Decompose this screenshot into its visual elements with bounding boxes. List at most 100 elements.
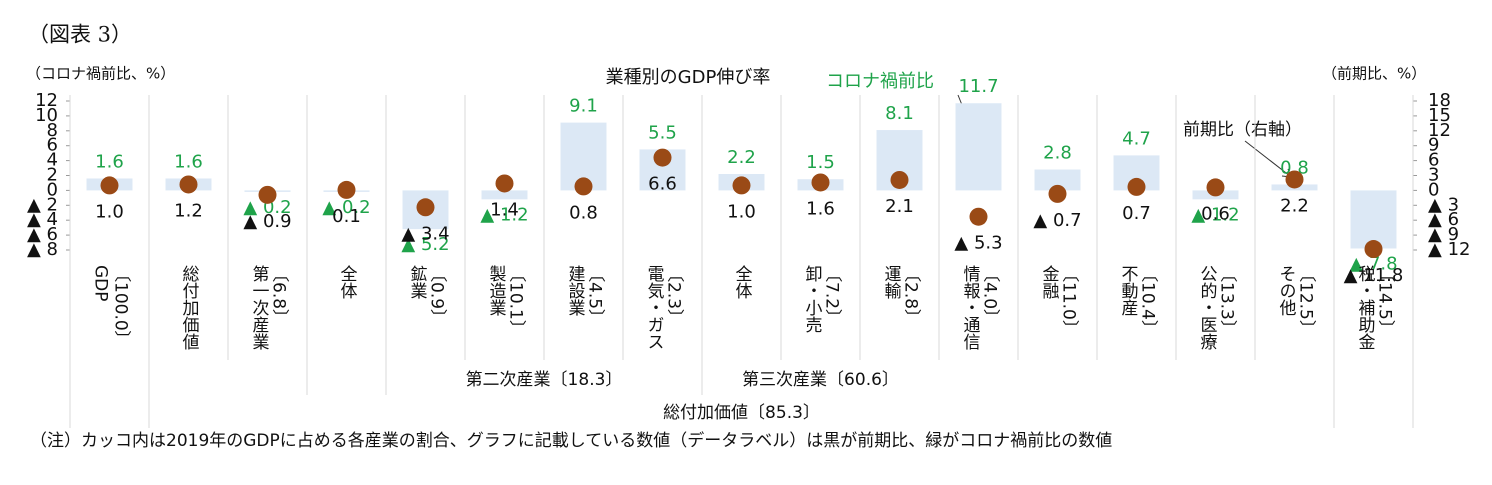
data-label: ▲ 0.2 <box>243 197 291 218</box>
dot <box>1048 184 1067 203</box>
x-tick-label: 税・補助金 <box>1355 265 1376 350</box>
dot <box>1127 177 1146 196</box>
dot <box>1285 170 1304 189</box>
x-tick-share: 〔0.9〕 <box>427 265 448 326</box>
group-label: 第三次産業〔60.6〕 <box>742 370 899 390</box>
x-tick-label: 情報・通信 <box>960 265 981 350</box>
x-tick-label: 総付加価値 <box>179 265 200 350</box>
y2-tick-label: 9 <box>1428 135 1439 156</box>
group-label: 総付加価値〔85.3〕 <box>663 403 820 423</box>
x-tick-share: 〔2.3〕 <box>664 265 685 326</box>
x-tick-share: 〔6.8〕 <box>269 265 290 326</box>
dot <box>258 185 277 204</box>
y-tick-label: ▲ 8 <box>27 239 58 260</box>
x-tick-label: 全体 <box>337 265 358 299</box>
data-label: 11.7 <box>958 76 998 97</box>
y-tick-label: 2 <box>47 165 58 186</box>
y2-tick-label: 0 <box>1428 179 1439 200</box>
data-label: 0.8 <box>1280 157 1309 178</box>
x-tick-share: 〔2.8〕 <box>901 265 922 326</box>
y-tick-label: ▲ 6 <box>27 224 58 245</box>
y-tick-label: 8 <box>47 120 58 141</box>
y2-tick-label: 15 <box>1428 105 1451 126</box>
y2-tick-label: ▲ 6 <box>1428 209 1459 230</box>
dot <box>811 173 830 192</box>
y2-tick-label: ▲ 9 <box>1428 224 1459 245</box>
x-tick-label: 公的・医療 <box>1197 265 1218 350</box>
x-tick-label: 電気・ガス <box>644 265 665 350</box>
x-tick-share: 〔14.5〕 <box>1375 265 1396 337</box>
dot <box>495 174 514 193</box>
data-label: 1.2 <box>174 200 203 221</box>
y2-tick-label: 6 <box>1428 150 1439 171</box>
bar <box>1034 169 1081 191</box>
data-label: ▲ 1.2 <box>1191 204 1239 225</box>
dot <box>100 176 119 195</box>
group-label: 第二次産業〔18.3〕 <box>466 370 623 390</box>
y-tick-label: 10 <box>35 105 58 126</box>
annotation-arrow <box>1244 140 1291 177</box>
x-tick-label: 建設業 <box>565 265 586 316</box>
data-label: ▲ 5.3 <box>954 233 1002 254</box>
data-label: ▲ 7.8 <box>1349 254 1397 275</box>
y-axis-label: （コロナ禍前比、%） <box>26 65 175 83</box>
x-tick-share: 〔12.5〕 <box>1296 265 1317 337</box>
y2-tick-label: 18 <box>1428 90 1451 111</box>
data-label: 5.5 <box>648 122 677 143</box>
x-tick-share: 〔7.2〕 <box>822 265 843 326</box>
x-tick-label: 金融 <box>1039 265 1060 300</box>
dot <box>1206 178 1225 197</box>
dot <box>732 176 751 195</box>
x-tick-label: その他 <box>1276 265 1297 316</box>
x-tick-share: 〔10.1〕 <box>506 265 527 337</box>
bar <box>481 190 528 200</box>
data-label: ▲ 0.2 <box>322 197 370 218</box>
dot <box>653 148 672 167</box>
y-tick-label: 4 <box>47 150 58 171</box>
x-tick-label: 鉱業 <box>407 265 428 299</box>
data-label: 0.1 <box>332 206 361 227</box>
data-label: 0.7 <box>1122 203 1151 224</box>
x-tick-share: 〔13.3〕 <box>1217 265 1238 337</box>
data-label: 1.4 <box>490 199 519 220</box>
data-label: 1.0 <box>727 201 756 222</box>
data-label: 2.2 <box>1280 195 1309 216</box>
y-tick-label: ▲ 2 <box>27 194 58 215</box>
y2-tick-label: ▲ 12 <box>1428 239 1470 260</box>
x-tick-label: 運輸 <box>881 265 902 300</box>
bar <box>1350 190 1397 249</box>
data-label: 1.6 <box>174 151 203 172</box>
data-label: ▲ 0.7 <box>1033 210 1081 231</box>
data-label: 2.1 <box>885 196 914 217</box>
data-label: 0.8 <box>569 202 598 223</box>
data-label: ▲ 3.4 <box>401 223 449 244</box>
data-label: 0.6 <box>1201 203 1230 224</box>
data-label: 2.8 <box>1043 143 1072 164</box>
data-label: ▲ 1.2 <box>480 204 528 225</box>
y-tick-label: 0 <box>47 179 58 200</box>
x-tick-label: GDP <box>91 265 111 302</box>
x-tick-share: 〔100.0〕 <box>111 265 132 348</box>
y-tick-label: 12 <box>35 90 58 111</box>
figure-label: （図表 3） <box>28 23 132 47</box>
dot <box>890 170 909 189</box>
y-tick-label: 6 <box>47 135 58 156</box>
data-label: ▲ 11.8 <box>1344 265 1404 286</box>
data-label: 8.1 <box>885 103 914 124</box>
data-label: 4.7 <box>1122 128 1151 149</box>
x-tick-label: 第一次産業 <box>249 265 270 350</box>
x-tick-label: 製造業 <box>486 265 507 316</box>
dot <box>337 180 356 199</box>
x-tick-share: 〔4.5〕 <box>585 265 606 326</box>
dot <box>179 175 198 194</box>
legend-label: 前期比（右軸） <box>1183 120 1302 140</box>
y2-tick-label: 12 <box>1428 120 1451 141</box>
data-label: 1.5 <box>806 152 835 173</box>
data-label: 1.6 <box>806 198 835 219</box>
x-tick-label: 卸・小売 <box>802 265 823 333</box>
data-label: ▲ 0.9 <box>243 211 291 232</box>
data-label: 1.6 <box>95 151 124 172</box>
y2-tick-label: 3 <box>1428 165 1439 186</box>
